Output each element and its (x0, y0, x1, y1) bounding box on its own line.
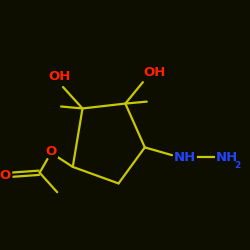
Text: O: O (0, 169, 10, 182)
Text: 2: 2 (234, 161, 240, 170)
Text: NH: NH (174, 151, 196, 164)
Text: NH: NH (216, 151, 238, 164)
Text: O: O (46, 145, 57, 158)
Text: OH: OH (144, 66, 166, 79)
Text: OH: OH (48, 70, 70, 83)
